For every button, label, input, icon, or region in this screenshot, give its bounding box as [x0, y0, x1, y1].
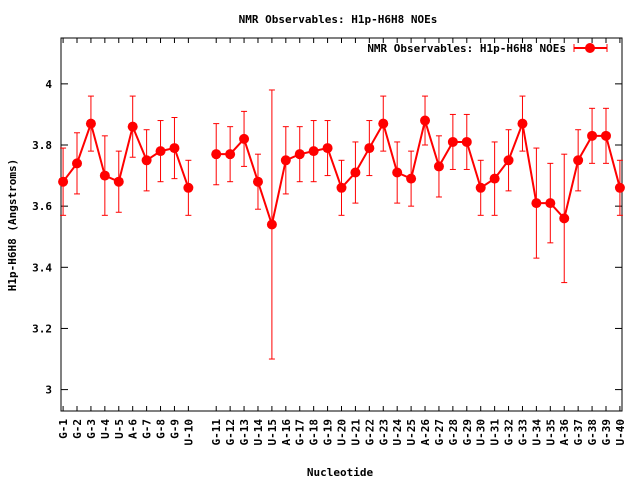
x-tick-label: G-39 — [600, 419, 613, 446]
data-point — [517, 118, 528, 129]
data-point — [252, 176, 263, 187]
x-tick-label: A-16 — [280, 419, 293, 446]
x-tick-label: G-33 — [516, 419, 529, 446]
x-tick-label: U-4 — [99, 419, 112, 439]
plot-area: 33.23.43.63.84G-1 G-2 G-3 U-4 U-5 A-6 G-7 G-8 G-… — [32, 37, 627, 446]
data-point — [211, 149, 222, 160]
x-tick-label: G-7 — [141, 419, 154, 439]
x-tick-label: U-10 — [182, 419, 195, 446]
x-tick-label: G-1 — [57, 419, 70, 439]
y-tick-label: 3.4 — [32, 261, 52, 274]
data-point — [614, 182, 625, 193]
x-tick-label: G-38 — [586, 419, 599, 446]
x-tick-label: U-21 — [349, 419, 362, 446]
x-tick-label: U-5 — [113, 419, 126, 439]
data-point — [322, 143, 333, 154]
data-point — [127, 121, 138, 132]
x-tick-label: U-34 — [530, 419, 543, 446]
legend: NMR Observables: H1p-H6H8 NOEs — [367, 42, 608, 55]
data-point — [225, 149, 236, 160]
x-tick-label: G-9 — [168, 419, 181, 439]
data-point — [559, 213, 570, 224]
data-point — [531, 198, 542, 209]
x-axis-label: Nucleotide — [307, 466, 374, 479]
x-tick-label: U-31 — [489, 419, 502, 446]
x-tick-label: G-23 — [377, 419, 390, 446]
x-tick-label: U-24 — [391, 419, 404, 446]
data-point — [308, 146, 319, 157]
data-point — [239, 133, 250, 144]
x-tick-label: G-19 — [322, 419, 335, 446]
data-point — [573, 155, 584, 166]
x-tick-label: G-11 — [210, 419, 223, 446]
x-tick-label: G-3 — [85, 419, 98, 439]
legend-marker — [585, 43, 595, 53]
data-point — [378, 118, 389, 129]
x-tick-label: G-28 — [447, 419, 460, 446]
data-point — [420, 115, 431, 126]
data-point — [113, 176, 124, 187]
plot-frame — [60, 37, 623, 412]
data-point — [155, 146, 166, 157]
series-line — [216, 116, 621, 229]
data-point — [294, 149, 305, 160]
x-tick-label: G-27 — [433, 419, 446, 446]
x-tick-label: G-17 — [294, 419, 307, 446]
chart-title: NMR Observables: H1p-H6H8 NOEs — [239, 13, 438, 26]
data-point — [169, 143, 180, 154]
legend-label: NMR Observables: H1p-H6H8 NOEs — [367, 42, 566, 55]
x-tick-label: U-40 — [614, 419, 627, 446]
data-point — [58, 176, 69, 187]
data-point — [503, 155, 514, 166]
x-tick-label: G-12 — [224, 419, 237, 446]
y-tick-label: 3 — [45, 384, 52, 397]
x-tick-label: A-26 — [419, 419, 432, 446]
x-tick-label: U-15 — [266, 419, 279, 446]
x-tick-label: U-25 — [405, 419, 418, 446]
y-tick-label: 4 — [45, 78, 52, 91]
data-point — [99, 170, 110, 181]
x-tick-label: A-36 — [558, 419, 571, 446]
x-tick-label: U-30 — [475, 419, 488, 446]
x-tick-label: U-14 — [252, 419, 265, 446]
data-point — [364, 143, 375, 154]
data-point — [85, 118, 96, 129]
x-tick-label: G-37 — [572, 419, 585, 446]
x-tick-label: G-29 — [461, 419, 474, 446]
data-point — [141, 155, 152, 166]
data-point — [600, 130, 611, 141]
data-point — [266, 219, 277, 230]
x-tick-label: A-6 — [127, 419, 140, 439]
y-tick-label: 3.8 — [32, 139, 52, 152]
x-tick-label: U-20 — [336, 419, 349, 446]
data-point — [183, 182, 194, 193]
x-tick-label: G-22 — [363, 419, 376, 446]
data-point — [280, 155, 291, 166]
x-tick-label: G-8 — [155, 419, 168, 439]
x-tick-label: G-18 — [308, 419, 321, 446]
data-point — [489, 173, 500, 184]
x-tick-label: U-35 — [544, 419, 557, 446]
x-tick-label: G-13 — [238, 419, 251, 446]
data-point — [392, 167, 403, 178]
y-tick-label: 3.6 — [32, 200, 52, 213]
data-point — [447, 136, 458, 147]
data-point — [336, 182, 347, 193]
data-point — [406, 173, 417, 184]
data-point — [433, 161, 444, 172]
data-point — [72, 158, 83, 169]
x-tick-label: G-32 — [503, 419, 516, 446]
x-tick-label: G-2 — [71, 419, 84, 439]
series-line — [62, 120, 190, 189]
y-axis-label: H1p-H6H8 (Angstroms) — [6, 159, 19, 291]
data-point — [587, 130, 598, 141]
data-point — [350, 167, 361, 178]
y-tick-label: 3.2 — [32, 322, 52, 335]
data-point — [475, 182, 486, 193]
data-point — [545, 198, 556, 209]
data-point — [461, 136, 472, 147]
